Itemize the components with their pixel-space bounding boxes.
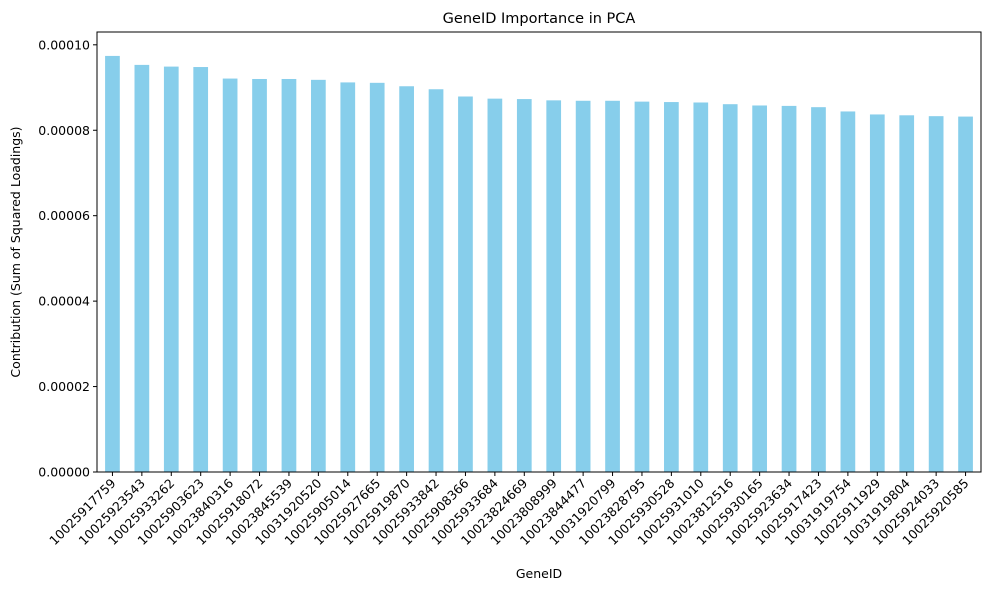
bar-10031920520 [311,79,326,472]
bar-10025919870 [399,86,414,472]
bar-10023824669 [516,99,532,472]
bars-group [105,55,973,473]
bar-10025927665 [369,82,385,472]
y-axis: 0.00000 0.00002 0.00004 0.00006 0.00008 0.000… [38,37,97,480]
bar-10025905014 [340,82,356,472]
bar-10025924033 [928,116,944,472]
bar-10025920585 [958,116,973,472]
bar-10025933842 [428,89,444,473]
bar-10025903623 [193,67,209,472]
y-tick-label: 0.00000 [38,465,90,480]
bar-10025930528 [664,102,679,472]
bar-10025923543 [134,64,150,472]
y-axis-label: Contribution (Sum of Squared Loadings) [8,126,23,377]
bar-10023845539 [281,78,297,473]
bar-10031920799 [605,100,620,472]
bar-10025931010 [693,102,709,473]
chart-title: GeneID Importance in PCA [443,11,636,27]
bar-10023840316 [222,78,238,472]
y-tick-label: 0.00004 [38,294,90,309]
bar-10025911929 [869,114,885,472]
x-axis: 1002591775910025923543100259332621002590… [46,472,972,548]
bar-10023844477 [575,100,591,472]
y-tick-label: 0.00008 [38,123,90,138]
bar-10025933262 [163,66,179,472]
bar-10025908366 [458,96,473,472]
y-tick-label: 0.00006 [38,208,90,223]
bar-10025917423 [811,107,826,473]
bar-10025917759 [105,55,120,473]
bar-10025918072 [252,78,267,473]
bar-10023812516 [722,104,738,472]
bar-10023808999 [546,100,562,472]
bar-10025933684 [487,98,503,472]
bar-10025923634 [781,105,797,473]
plot-frame [96,31,982,473]
y-tick-label: 0.00002 [38,379,90,394]
bar-10031919754 [840,111,856,473]
bar-10031919804 [899,115,915,473]
bar-10023828795 [634,101,650,472]
y-tick-label: 0.00010 [38,37,90,52]
x-axis-label: GeneID [516,566,562,581]
bar-10025930165 [752,105,767,472]
